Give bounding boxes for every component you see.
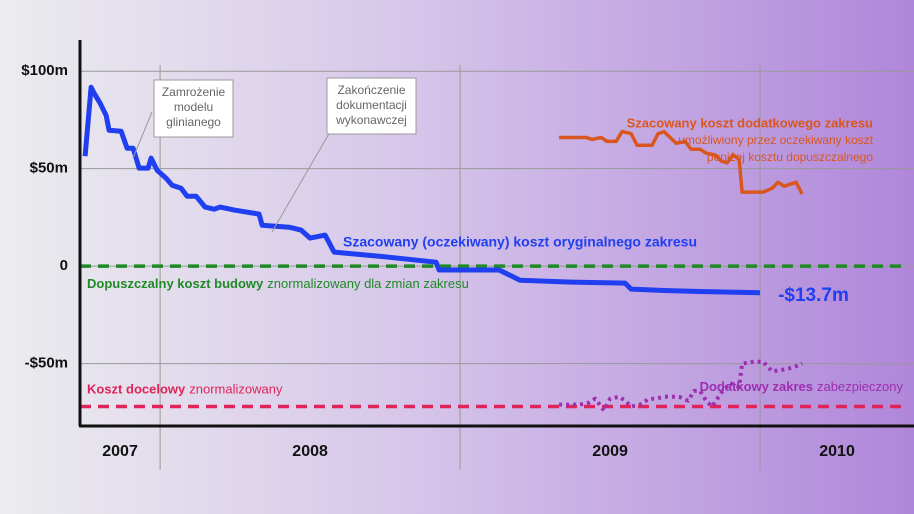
- annotation-text: glinianego: [166, 115, 221, 129]
- series-name: Dodatkowy zakres: [700, 379, 813, 394]
- y-tick-label: $50m: [30, 160, 68, 177]
- reference-name: Koszt docelowy: [87, 382, 186, 397]
- labels: $100m $50m 0 -$50m 2007 2008 2009 2010 Dopuszcza…: [21, 62, 903, 460]
- annotation-text: modelu: [174, 100, 213, 114]
- x-tick-label: 2010: [819, 443, 855, 460]
- x-tick-label: 2008: [292, 443, 328, 460]
- y-tick-label: 0: [60, 257, 68, 274]
- reference-note: znormalizowany: [189, 382, 283, 397]
- reference-label: Dopuszczalny koszt budowy znormalizowany …: [87, 277, 469, 292]
- annotation-text: Zakończenie: [337, 83, 405, 97]
- series-label: Szacowany koszt dodatkowego zakresu: [627, 115, 873, 130]
- series-note: umożliwiony przez oczekiwany koszt: [678, 133, 873, 147]
- annotation-text: wykonawczej: [335, 113, 407, 127]
- x-tick-label: 2009: [592, 443, 628, 460]
- reference-name: Dopuszczalny koszt budowy: [87, 277, 264, 292]
- series-label: Szacowany (oczekiwany) koszt oryginalneg…: [343, 234, 697, 250]
- x-tick-label: 2007: [102, 443, 138, 460]
- leader-line: [132, 111, 153, 159]
- series-line: [559, 129, 804, 195]
- value-label: -$13.7m: [778, 285, 849, 306]
- y-tick-label: -$50m: [25, 355, 68, 372]
- series-note: zabezpieczony: [817, 379, 903, 394]
- series-note: poniżej kosztu dopuszczalnego: [707, 150, 873, 164]
- series-line: [82, 84, 761, 296]
- annotation-text: dokumentacji: [336, 98, 407, 112]
- series-line: [559, 359, 803, 413]
- annotation-box: [153, 79, 234, 138]
- series-label: Dodatkowy zakres zabezpieczony: [700, 379, 904, 394]
- annotation-box: [326, 77, 417, 135]
- marks: [80, 84, 908, 413]
- reference-label: Koszt docelowy znormalizowany: [87, 382, 283, 397]
- y-tick-label: $100m: [21, 62, 68, 79]
- annotation-text: Zamrożenie: [162, 85, 226, 99]
- leader-line: [271, 131, 331, 233]
- reference-note: znormalizowany dla zmian zakresu: [267, 277, 469, 292]
